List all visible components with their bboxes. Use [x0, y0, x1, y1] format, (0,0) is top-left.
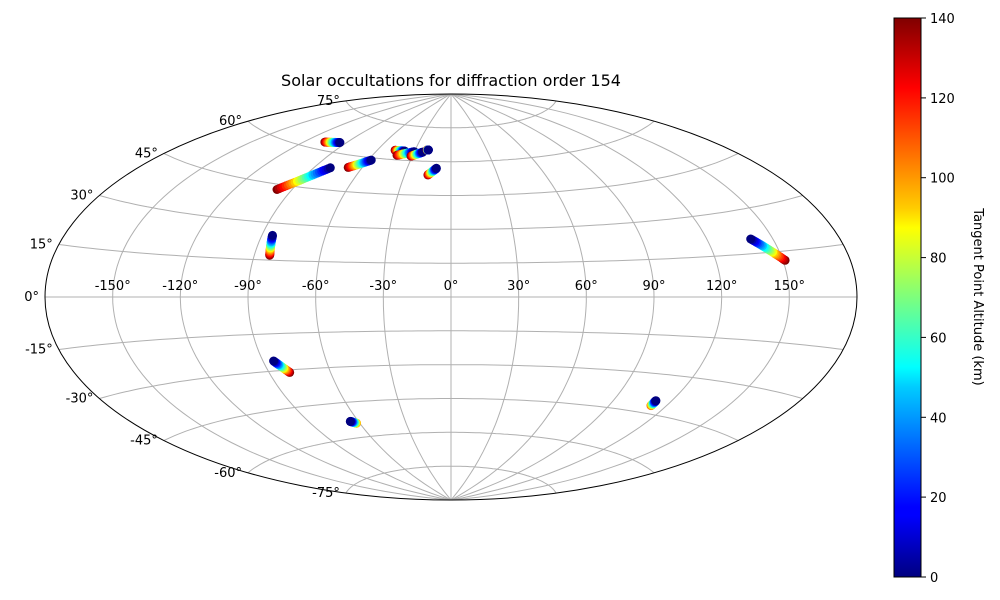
longitude-tick-label: -60°: [302, 279, 330, 294]
colorbar-tick-label: 40: [930, 411, 947, 426]
occultation-point: [268, 230, 277, 240]
parallel-line: [247, 431, 655, 474]
latitude-tick-labels: -75° -60° -45° -30° -15° 0° 15° 30° 45° 60° 75°: [24, 94, 340, 501]
colorbar-tick-label: 20: [930, 491, 947, 506]
longitude-tick-label: 0°: [444, 279, 459, 294]
longitude-tick-label: 150°: [774, 279, 805, 294]
latitude-tick-label: -15°: [25, 343, 53, 358]
chart-title: Solar occultations for diffraction order…: [281, 71, 621, 90]
colorbar-tick-label: 100: [930, 172, 955, 187]
parallel-line: [163, 398, 739, 441]
colorbar-tick-label: 60: [930, 331, 947, 346]
data-points: [265, 137, 790, 428]
parallel-line: [247, 120, 655, 163]
latitude-tick-label: 75°: [317, 94, 340, 109]
latitude-tick-label: -60°: [214, 466, 242, 481]
longitude-tick-label: -90°: [234, 279, 262, 294]
colorbar-gradient: [893, 17, 922, 578]
graticule: [45, 94, 857, 500]
colorbar: 0 20 40 60 80 100 120 140 Tangent Point Altitud…: [893, 12, 985, 586]
longitude-tick-label: 120°: [706, 279, 737, 294]
occultation-point: [423, 145, 433, 155]
latitude-tick-label: 60°: [219, 114, 242, 129]
longitude-tick-label: 60°: [575, 279, 598, 294]
occultation-point: [746, 234, 756, 244]
longitude-tick-label: -30°: [369, 279, 397, 294]
latitude-tick-label: 30°: [70, 189, 93, 204]
occultation-point: [366, 155, 376, 165]
longitude-tick-label: 30°: [507, 279, 530, 294]
parallel-line: [99, 195, 803, 230]
occultation-point: [651, 396, 661, 406]
map-boundary: [44, 93, 858, 501]
longitude-tick-label: -150°: [95, 279, 131, 294]
colorbar-ticks: 0 20 40 60 80 100 120 140: [921, 12, 955, 586]
occultation-point: [335, 138, 345, 147]
parallel-line: [345, 100, 557, 129]
colorbar-tick-label: 120: [930, 92, 955, 107]
latitude-tick-label: 45°: [135, 147, 158, 162]
colorbar-label: Tangent Point Altitude (km): [970, 207, 985, 385]
occultation-point: [325, 163, 335, 173]
occultation-point: [345, 416, 355, 426]
colorbar-tick-label: 80: [930, 252, 947, 267]
longitude-tick-labels: -150° -120° -90° -60° -30° 0° 30° 60° 90° 120° 150…: [95, 279, 805, 294]
latitude-tick-label: 0°: [24, 290, 39, 305]
parallel-line: [163, 153, 739, 196]
parallel-line: [58, 244, 844, 264]
parallel-line: [58, 330, 844, 350]
parallel-line: [345, 465, 557, 494]
occultation-point: [269, 356, 279, 366]
longitude-tick-label: 90°: [642, 279, 665, 294]
longitude-tick-label: -120°: [162, 279, 198, 294]
parallel-line: [99, 364, 803, 399]
colorbar-tick-label: 0: [930, 571, 938, 586]
colorbar-tick-label: 140: [930, 12, 955, 27]
latitude-tick-label: -30°: [66, 392, 94, 407]
occultation-point: [431, 163, 441, 173]
latitude-tick-label: -45°: [130, 434, 158, 449]
latitude-tick-label: -75°: [312, 486, 340, 501]
latitude-tick-label: 15°: [30, 238, 53, 253]
